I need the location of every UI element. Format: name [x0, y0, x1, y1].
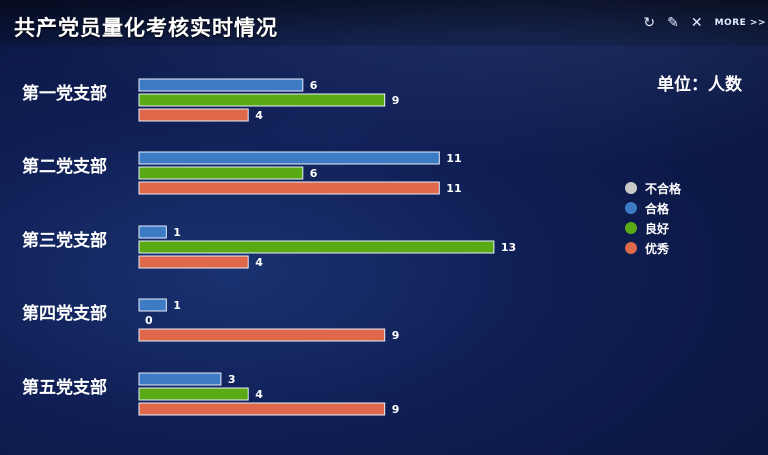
bar-value-label: 13	[501, 241, 516, 254]
bar-value-label: 3	[228, 373, 236, 386]
legend-item[interactable]: 优秀	[625, 238, 681, 258]
bar-value-label: 1	[173, 299, 181, 312]
bar-value-label: 4	[255, 256, 263, 269]
legend-item[interactable]: 合格	[625, 198, 681, 218]
bar-value-label: 6	[310, 79, 318, 92]
bar[interactable]	[138, 93, 386, 107]
legend-label: 不合格	[645, 181, 682, 196]
bar[interactable]	[138, 328, 386, 342]
bar-value-label: 9	[392, 94, 400, 107]
bar[interactable]	[138, 181, 440, 195]
category-label: 第四党支部	[22, 303, 107, 324]
category-label: 第三党支部	[22, 230, 107, 251]
bar-value-label: 1	[173, 226, 181, 239]
bar-value-label: 4	[255, 109, 263, 122]
legend-label: 良好	[645, 221, 670, 236]
category-label: 第二党支部	[22, 156, 107, 177]
bar[interactable]	[138, 108, 249, 122]
wrench-icon[interactable]: ✎	[667, 15, 679, 31]
category-label: 第五党支部	[22, 377, 107, 398]
bar[interactable]	[138, 166, 304, 180]
toolbar: ↻ ✎ ✕ MORE >>	[643, 12, 766, 34]
bar[interactable]	[138, 225, 167, 239]
legend-label: 优秀	[645, 241, 670, 256]
bar-value-label: 9	[392, 403, 400, 416]
bar-value-label: 11	[446, 152, 461, 165]
legend-dot-icon	[625, 202, 637, 214]
more-link[interactable]: MORE >>	[714, 18, 766, 28]
bar[interactable]	[138, 78, 304, 92]
unit-label: 单位：人数	[657, 75, 742, 95]
legend-label: 合格	[645, 201, 670, 216]
legend-item[interactable]: 良好	[625, 218, 681, 238]
bar-value-label: 4	[255, 388, 263, 401]
bar[interactable]	[138, 372, 222, 386]
bar-value-label: 9	[392, 329, 400, 342]
bar[interactable]	[138, 402, 386, 416]
legend-item[interactable]: 不合格	[625, 178, 681, 198]
page-title: 共产党员量化考核实时情况	[14, 16, 278, 40]
close-icon[interactable]: ✕	[690, 15, 703, 31]
bar[interactable]	[138, 298, 167, 312]
bar[interactable]	[138, 255, 249, 269]
bar-value-label: 0	[145, 314, 153, 327]
legend-dot-icon	[625, 222, 637, 234]
legend-dot-icon	[625, 182, 637, 194]
bar-value-label: 6	[310, 167, 318, 180]
bar[interactable]	[138, 151, 440, 165]
header-bar: 共产党员量化考核实时情况 ↻ ✎ ✕ MORE >>	[0, 0, 768, 46]
bar[interactable]	[138, 240, 495, 254]
chart-legend: 不合格 合格 良好 优秀	[625, 178, 681, 258]
bar[interactable]	[138, 387, 249, 401]
legend-dot-icon	[625, 242, 637, 254]
category-label: 第一党支部	[22, 83, 107, 104]
bar-value-label: 11	[446, 182, 461, 195]
refresh-icon[interactable]: ↻	[643, 15, 656, 31]
